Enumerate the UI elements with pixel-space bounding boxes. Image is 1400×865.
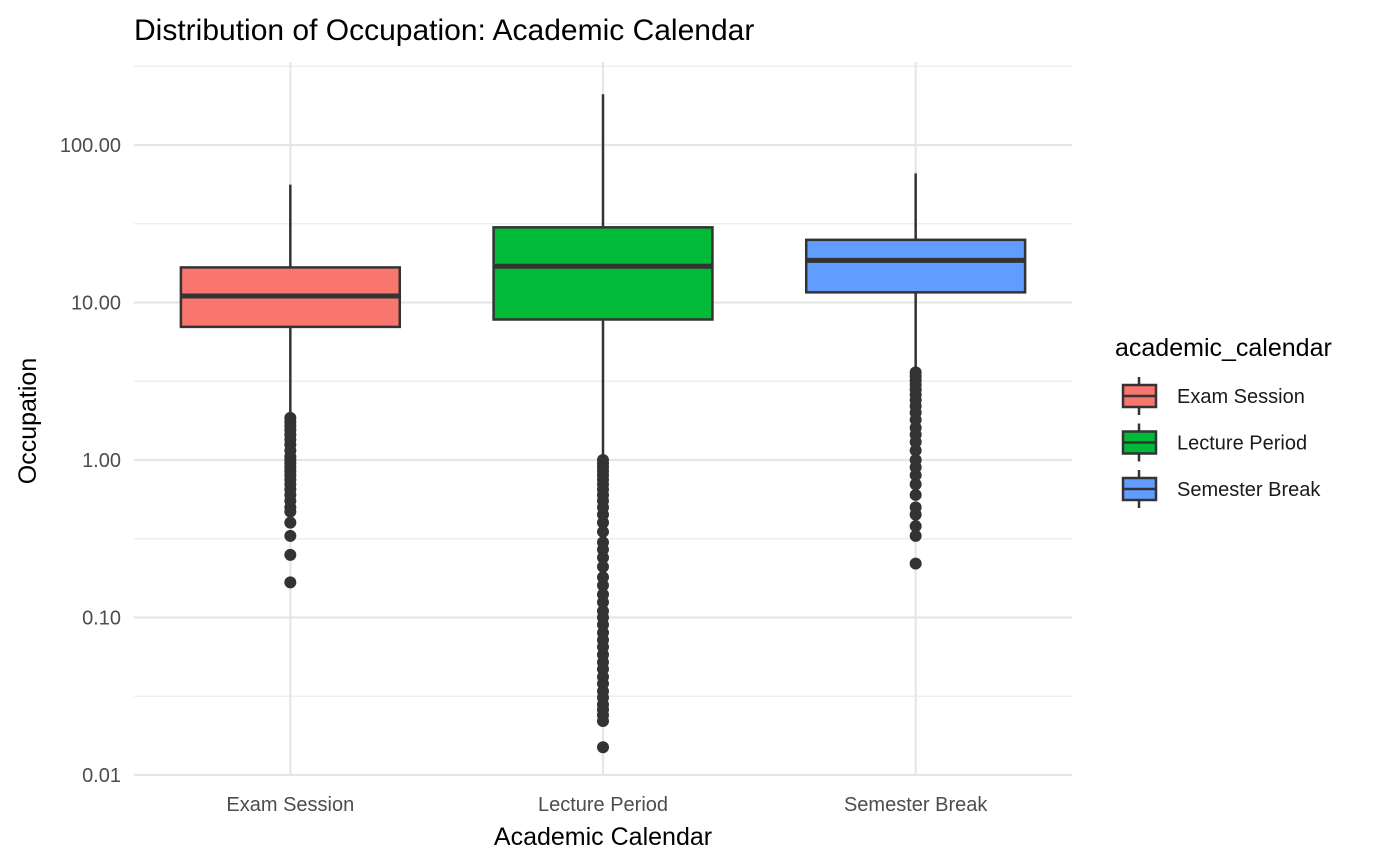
outlier-point: [909, 478, 922, 491]
box-semester-break: [804, 173, 1027, 570]
x-tick-labels: Exam Session Lecture Period Semester Break: [226, 794, 988, 816]
x-tick-label: Lecture Period: [538, 794, 668, 816]
y-axis-title: Occupation: [14, 358, 42, 484]
outlier-point: [597, 516, 609, 529]
x-tick-label: Semester Break: [844, 794, 988, 816]
legend-label: Exam Session: [1177, 386, 1305, 408]
y-tick-label: 1.00: [82, 450, 121, 472]
iqr-box: [492, 226, 714, 321]
chart-title: Distribution of Occupation: Academic Cal…: [134, 14, 754, 47]
legend-key-exam-session: [1121, 377, 1158, 415]
outlier-point: [909, 469, 922, 482]
boxes: [179, 94, 1027, 754]
y-tick-label: 0.01: [82, 765, 121, 787]
y-tick-label: 100.00: [60, 135, 121, 157]
legend-key-lecture-period: [1121, 423, 1158, 462]
outlier-point: [284, 548, 297, 561]
x-tick-label: Exam Session: [226, 794, 354, 816]
outlier-point: [597, 596, 609, 609]
y-tick-label: 10.00: [71, 293, 121, 315]
legend-label: Lecture Period: [1177, 433, 1307, 455]
legend: academic_calendar Exam Session Lecture Pe…: [1115, 334, 1332, 508]
outlier-point: [597, 560, 609, 573]
legend-label: Semester Break: [1177, 479, 1321, 501]
outlier-point: [284, 505, 297, 518]
outlier-point: [909, 508, 922, 521]
outlier-point: [597, 715, 609, 728]
outlier-point: [597, 741, 609, 754]
legend-title: academic_calendar: [1115, 334, 1332, 362]
outlier-point: [284, 516, 297, 529]
box-exam-session: [179, 184, 402, 589]
outlier-point: [597, 525, 609, 538]
outlier-point: [909, 557, 922, 570]
outlier-point: [284, 529, 297, 542]
y-tick-label: 0.10: [82, 608, 121, 630]
outlier-point: [909, 520, 922, 533]
x-axis-title: Academic Calendar: [494, 823, 712, 851]
iqr-box: [804, 238, 1027, 294]
outlier-point: [597, 579, 609, 592]
outlier-point: [909, 488, 922, 501]
outlier-point: [909, 529, 922, 542]
legend-key-semester-break: [1121, 470, 1158, 508]
outlier-point: [284, 576, 297, 589]
y-tick-labels: 0.01 0.10 1.00 10.00 100.00: [60, 135, 121, 787]
outlier-point: [909, 436, 922, 449]
box-lecture-period: [492, 94, 714, 754]
outlier-point: [597, 551, 609, 564]
outlier-point: [909, 444, 922, 457]
